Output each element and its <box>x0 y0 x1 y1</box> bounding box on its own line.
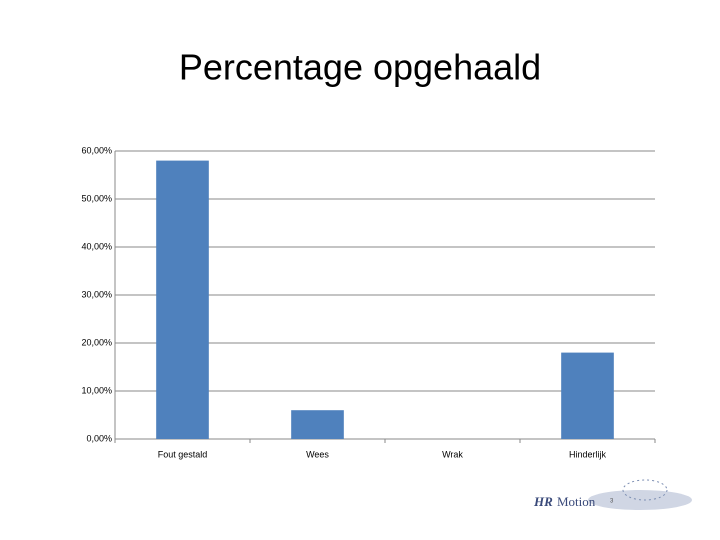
x-tick-label: Wees <box>306 449 329 459</box>
y-tick-label: 50,00% <box>81 193 112 203</box>
page-number: 3 <box>610 499 614 505</box>
chart-title: Percentage opgehaald <box>179 47 541 88</box>
x-tick-label: Fout gestald <box>158 449 208 459</box>
bar <box>291 410 344 439</box>
y-tick-label: 10,00% <box>81 385 112 395</box>
logo: HR Motion 3 <box>533 479 692 510</box>
x-tick-label: Wrak <box>442 449 463 459</box>
y-tick-label: 40,00% <box>81 241 112 251</box>
y-tick-label: 30,00% <box>81 289 112 299</box>
bar <box>561 352 614 439</box>
bar <box>156 160 209 439</box>
logo-text: Motion <box>557 494 596 509</box>
x-tick-label: Hinderlijk <box>569 449 607 459</box>
logo-ring <box>622 479 668 501</box>
y-tick-label: 20,00% <box>81 337 112 347</box>
y-tick-label: 0,00% <box>86 433 112 443</box>
logo-bold: HR <box>533 494 553 509</box>
y-tick-label: 60,00% <box>81 145 112 155</box>
